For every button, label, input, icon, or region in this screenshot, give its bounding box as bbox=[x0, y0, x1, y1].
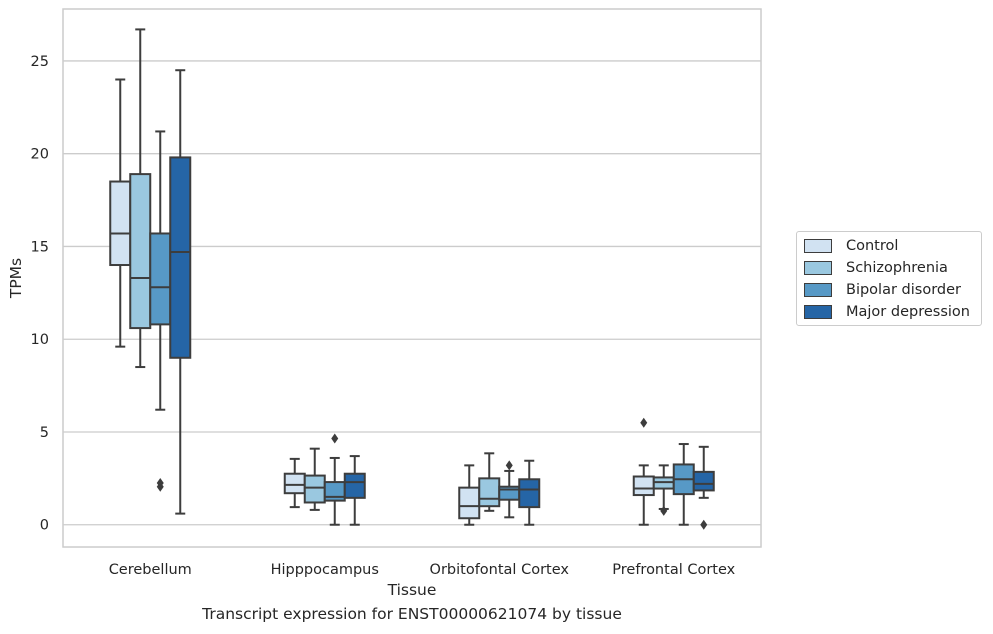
box-1-3 bbox=[343, 455, 366, 526]
legend-swatch-schizophrenia bbox=[804, 261, 832, 275]
box-3-1 bbox=[652, 464, 675, 516]
legend-item: Major depression bbox=[804, 302, 970, 322]
y-tick-label: 0 bbox=[40, 518, 49, 534]
box-3-3 bbox=[692, 445, 715, 530]
legend-swatch-bipolar bbox=[804, 283, 832, 297]
outlier-point bbox=[660, 505, 668, 516]
legend-label: Bipolar disorder bbox=[846, 282, 961, 298]
box-2-2 bbox=[498, 460, 521, 519]
box-body bbox=[518, 478, 541, 509]
legend-label: Major depression bbox=[846, 304, 970, 320]
box-body bbox=[478, 477, 501, 508]
box-body bbox=[458, 486, 481, 520]
legend: Control Schizophrenia Bipolar disorder M… bbox=[796, 231, 982, 326]
box-2-1 bbox=[478, 452, 501, 512]
box-body bbox=[149, 232, 172, 326]
box-3-2 bbox=[672, 443, 695, 526]
box-1-1 bbox=[303, 447, 326, 511]
box-body bbox=[129, 173, 152, 330]
legend-item: Bipolar disorder bbox=[804, 280, 961, 300]
box-1-2 bbox=[323, 433, 346, 526]
box-body bbox=[283, 472, 306, 495]
box-body bbox=[303, 474, 326, 504]
outlier-point bbox=[700, 519, 708, 530]
box-0-1 bbox=[129, 28, 152, 369]
legend-swatch-control bbox=[804, 239, 832, 253]
legend-swatch-depression bbox=[804, 305, 832, 319]
x-tick-label: Prefrontal Cortex bbox=[612, 562, 735, 578]
outlier-point bbox=[156, 477, 164, 488]
box-2-3 bbox=[518, 459, 541, 526]
legend-label: Control bbox=[846, 238, 899, 254]
plot-frame bbox=[62, 8, 762, 548]
y-tick-labels: 0 5 10 15 20 25 bbox=[31, 54, 49, 534]
box-1-0 bbox=[283, 457, 306, 509]
outlier-point bbox=[331, 433, 339, 444]
x-tick-label: Hipppocampus bbox=[271, 562, 379, 578]
box-body bbox=[169, 156, 192, 359]
box-body bbox=[343, 472, 366, 499]
outlier-point bbox=[505, 460, 513, 471]
y-tick-label: 20 bbox=[31, 147, 49, 163]
chart-caption: Transcript expression for ENST0000062107… bbox=[202, 605, 622, 623]
box-body bbox=[632, 475, 655, 497]
x-tick-label: Orbitofontal Cortex bbox=[430, 562, 570, 578]
legend-label: Schizophrenia bbox=[846, 260, 948, 276]
y-tick-label: 15 bbox=[31, 239, 49, 255]
legend-item: Schizophrenia bbox=[804, 258, 948, 278]
y-tick-label: 5 bbox=[40, 425, 49, 441]
x-axis-label: Tissue bbox=[387, 581, 437, 599]
box-body bbox=[692, 470, 715, 492]
box-2-0 bbox=[458, 464, 481, 526]
box-0-0 bbox=[109, 78, 132, 348]
y-tick-label: 25 bbox=[31, 54, 49, 70]
box-3-0 bbox=[632, 417, 655, 526]
x-tick-label: Cerebellum bbox=[109, 562, 192, 578]
box-0-2 bbox=[149, 130, 172, 492]
box-groups bbox=[109, 28, 715, 530]
outlier-point bbox=[640, 417, 648, 428]
box-body bbox=[109, 180, 132, 267]
y-tick-label: 10 bbox=[31, 332, 49, 348]
x-tick-labels: Cerebellum Hipppocampus Orbitofontal Corte… bbox=[109, 562, 736, 578]
y-axis-label: TPMs bbox=[7, 258, 25, 299]
box-0-3 bbox=[169, 69, 192, 515]
legend-item: Control bbox=[804, 236, 898, 256]
